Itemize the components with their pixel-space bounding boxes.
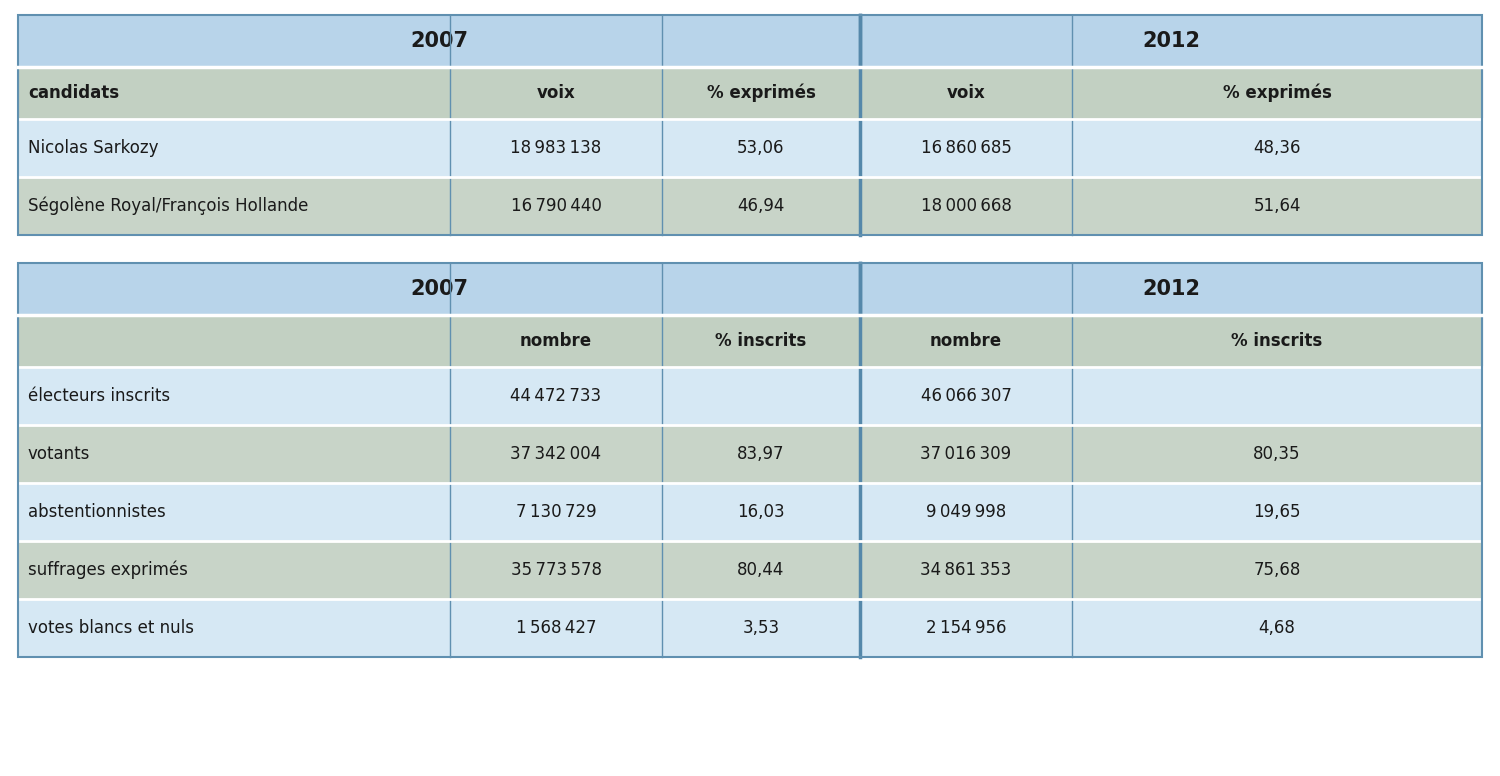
Text: % inscrits: % inscrits [716, 332, 807, 350]
Text: Nicolas Sarkozy: Nicolas Sarkozy [28, 139, 159, 157]
Text: suffrages exprimés: suffrages exprimés [28, 561, 188, 579]
Text: 18 983 138: 18 983 138 [510, 139, 602, 157]
Text: % exprimés: % exprimés [706, 84, 816, 102]
Text: 2 154 956: 2 154 956 [926, 619, 1007, 637]
Bar [18, 15, 1482, 235]
Text: électeurs inscrits: électeurs inscrits [28, 387, 170, 405]
Text: 16 790 440: 16 790 440 [510, 197, 602, 215]
Bar [18, 541, 1482, 599]
Text: 16,03: 16,03 [736, 503, 784, 521]
Text: nombre: nombre [930, 332, 1002, 350]
Text: 46,94: 46,94 [738, 197, 784, 215]
Text: 35 773 578: 35 773 578 [510, 561, 602, 579]
Text: 2012: 2012 [1142, 31, 1200, 51]
Text: 53,06: 53,06 [736, 139, 784, 157]
Bar [18, 599, 1482, 657]
Text: 48,36: 48,36 [1254, 139, 1300, 157]
Bar [18, 119, 1482, 177]
Text: 18 000 668: 18 000 668 [921, 197, 1011, 215]
Text: 37 342 004: 37 342 004 [510, 445, 602, 463]
Text: 1 568 427: 1 568 427 [516, 619, 597, 637]
Text: voix: voix [946, 84, 986, 102]
Bar [18, 67, 1482, 119]
Text: Ségolène Royal/François Hollande: Ségolène Royal/François Hollande [28, 197, 309, 215]
Text: 80,35: 80,35 [1254, 445, 1300, 463]
Text: 80,44: 80,44 [738, 561, 784, 579]
Bar [18, 483, 1482, 541]
Text: candidats: candidats [28, 84, 118, 102]
Bar [18, 367, 1482, 425]
Text: 4,68: 4,68 [1258, 619, 1296, 637]
Bar [18, 263, 1482, 657]
Text: 2012: 2012 [1142, 279, 1200, 299]
Text: % exprimés: % exprimés [1222, 84, 1332, 102]
Bar [18, 177, 1482, 235]
Text: 9 049 998: 9 049 998 [926, 503, 1007, 521]
Text: % inscrits: % inscrits [1232, 332, 1323, 350]
Bar [18, 425, 1482, 483]
Text: 34 861 353: 34 861 353 [921, 561, 1011, 579]
Text: 44 472 733: 44 472 733 [510, 387, 602, 405]
Text: 51,64: 51,64 [1254, 197, 1300, 215]
Bar [18, 263, 1482, 315]
Text: 3,53: 3,53 [742, 619, 780, 637]
Text: nombre: nombre [520, 332, 592, 350]
Text: 19,65: 19,65 [1254, 503, 1300, 521]
Text: abstentionnistes: abstentionnistes [28, 503, 165, 521]
Text: 83,97: 83,97 [736, 445, 784, 463]
Text: 75,68: 75,68 [1254, 561, 1300, 579]
Text: 2007: 2007 [410, 279, 468, 299]
Text: 7 130 729: 7 130 729 [516, 503, 597, 521]
Bar [18, 315, 1482, 367]
Text: 37 016 309: 37 016 309 [921, 445, 1011, 463]
Text: voix: voix [537, 84, 576, 102]
Text: 2007: 2007 [410, 31, 468, 51]
Bar [18, 15, 1482, 67]
Text: votes blancs et nuls: votes blancs et nuls [28, 619, 194, 637]
Text: 16 860 685: 16 860 685 [921, 139, 1011, 157]
Text: 46 066 307: 46 066 307 [921, 387, 1011, 405]
Text: votants: votants [28, 445, 90, 463]
